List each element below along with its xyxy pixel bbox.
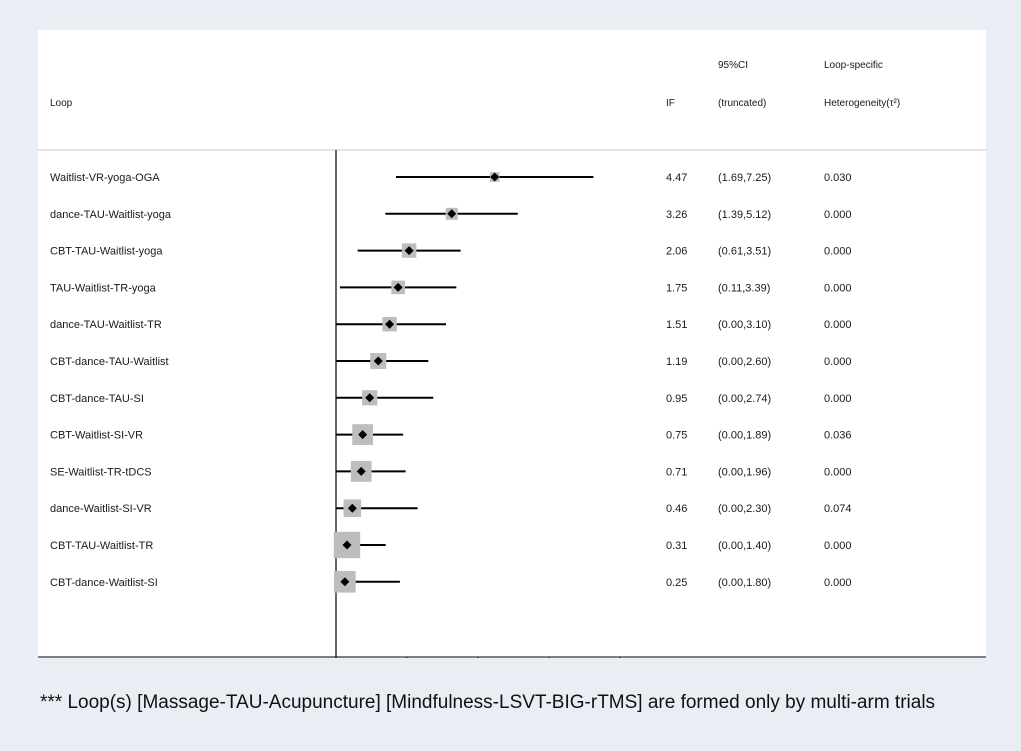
row-tau2-value: 0.000 [824, 209, 852, 221]
row-if-value: 0.31 [666, 540, 687, 552]
row-loop-label: Waitlist-VR-yoga-OGA [50, 172, 160, 184]
row-loop-label: TAU-Waitlist-TR-yoga [50, 282, 157, 294]
row-tau2-value: 0.000 [824, 577, 852, 589]
point-estimate [404, 246, 414, 256]
row-ci-value: (0.61,3.51) [718, 246, 771, 258]
row-if-value: 0.71 [666, 466, 687, 478]
header-het-line1: Loop-specific [824, 60, 883, 71]
point-estimate [447, 209, 457, 219]
row-loop-label: dance-Waitlist-SI-VR [50, 503, 152, 515]
row-if-value: 3.26 [666, 209, 687, 221]
row-if-value: 0.46 [666, 503, 687, 515]
row-tau2-value: 0.000 [824, 356, 852, 368]
point-estimate [385, 319, 395, 329]
row-loop-label: CBT-dance-TAU-Waitlist [50, 356, 169, 368]
row-tau2-value: 0.000 [824, 393, 852, 405]
row-loop-label: CBT-dance-Waitlist-SI [50, 577, 158, 589]
row-if-value: 1.19 [666, 356, 687, 368]
row-tau2-value: 0.030 [824, 172, 852, 184]
forest-plot: Loop IF 95%CI (truncated) Loop-specific … [38, 30, 986, 658]
point-estimate [490, 172, 500, 182]
row-loop-label: CBT-dance-TAU-SI [50, 393, 144, 405]
row-if-value: 0.95 [666, 393, 687, 405]
row-if-value: 1.51 [666, 319, 687, 331]
row-loop-label: CBT-TAU-Waitlist-TR [50, 540, 153, 552]
row-ci-value: (0.00,1.80) [718, 577, 771, 589]
row-loop-label: SE-Waitlist-TR-tDCS [50, 466, 152, 478]
row-ci-value: (0.00,2.30) [718, 503, 771, 515]
row-if-value: 4.47 [666, 172, 687, 184]
row-ci-value: (0.00,1.96) [718, 466, 771, 478]
row-tau2-value: 0.036 [824, 430, 852, 442]
row-if-value: 1.75 [666, 282, 687, 294]
point-estimate [393, 282, 403, 292]
point-estimate [342, 540, 352, 550]
point-estimate [358, 430, 368, 440]
row-if-value: 0.75 [666, 430, 687, 442]
row-ci-value: (1.69,7.25) [718, 172, 771, 184]
row-tau2-value: 0.000 [824, 466, 852, 478]
row-tau2-value: 0.000 [824, 319, 852, 331]
point-estimate [356, 466, 366, 476]
row-loop-label: dance-TAU-Waitlist-TR [50, 319, 162, 331]
point-estimate [347, 503, 357, 513]
row-ci-value: (0.00,3.10) [718, 319, 771, 331]
row-ci-value: (0.00,1.89) [718, 430, 771, 442]
row-ci-value: (0.00,2.74) [718, 393, 771, 405]
row-ci-value: (0.11,3.39) [718, 282, 770, 294]
forest-svg: 02468Waitlist-VR-yoga-OGA4.47(1.69,7.25)… [38, 149, 986, 658]
row-tau2-value: 0.000 [824, 540, 852, 552]
header-ci-line1: 95%CI [718, 60, 749, 71]
row-if-value: 0.25 [666, 577, 687, 589]
header-ci-line2: (truncated) [718, 98, 767, 109]
row-loop-label: CBT-TAU-Waitlist-yoga [50, 246, 163, 258]
row-tau2-value: 0.000 [824, 246, 852, 258]
row-loop-label: CBT-Waitlist-SI-VR [50, 430, 143, 442]
point-estimate [340, 577, 350, 587]
row-loop-label: dance-TAU-Waitlist-yoga [50, 209, 172, 221]
row-if-value: 2.06 [666, 246, 687, 258]
row-ci-value: (1.39,5.12) [718, 209, 771, 221]
header-loop: Loop [50, 98, 73, 109]
row-ci-value: (0.00,1.40) [718, 540, 771, 552]
point-estimate [365, 393, 375, 403]
header-if: IF [666, 98, 675, 109]
row-tau2-value: 0.074 [824, 503, 852, 515]
point-estimate [373, 356, 383, 366]
header-het-line2: Heterogeneity(τ²) [824, 98, 901, 109]
row-ci-value: (0.00,2.60) [718, 356, 771, 368]
row-tau2-value: 0.000 [824, 282, 852, 294]
footnote: *** Loop(s) [Massage-TAU-Acupuncture] [M… [40, 692, 936, 713]
